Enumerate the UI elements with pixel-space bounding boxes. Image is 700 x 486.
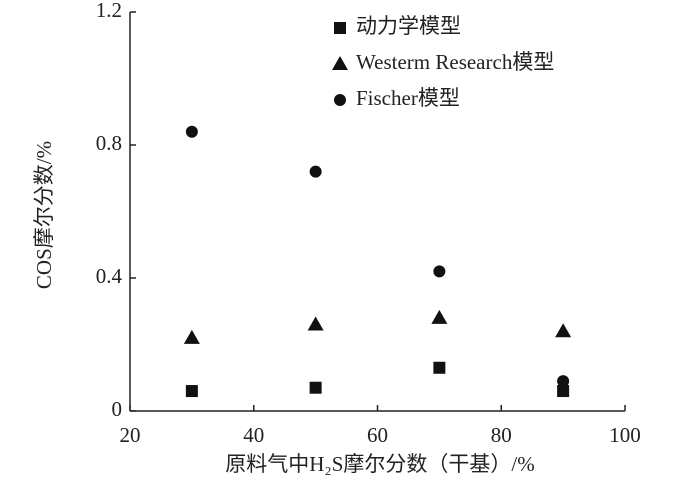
point (307, 316, 324, 331)
legend-label: 动力学模型 (356, 14, 461, 38)
point (557, 375, 570, 388)
y-tick-label: 0.8 (96, 131, 122, 155)
x-tick-label: 100 (609, 423, 641, 447)
point (555, 323, 572, 338)
x-tick-label: 40 (243, 423, 264, 447)
point (557, 385, 570, 398)
legend-label: Fischer模型 (356, 86, 460, 110)
legend-label: Westerm Research模型 (356, 50, 554, 74)
point (309, 165, 322, 178)
x-tick-label: 60 (367, 423, 388, 447)
y-tick-label: 1.2 (96, 0, 122, 22)
point (309, 381, 322, 394)
point (185, 125, 198, 138)
y-tick-label: 0 (112, 397, 123, 421)
point (183, 329, 200, 344)
legend-marker (334, 94, 346, 106)
legend-marker (332, 56, 348, 70)
point (433, 361, 446, 374)
legend-marker (334, 22, 346, 34)
y-axis-label: COS摩尔分数/% (32, 141, 56, 289)
point (433, 265, 446, 278)
x-tick-label: 20 (120, 423, 141, 447)
y-tick-label: 0.4 (96, 264, 123, 288)
point (185, 385, 198, 398)
x-axis-label: 原料气中H₂S摩尔分数（干基）/% (225, 452, 535, 476)
point (431, 309, 448, 324)
x-tick-label: 80 (491, 423, 512, 447)
